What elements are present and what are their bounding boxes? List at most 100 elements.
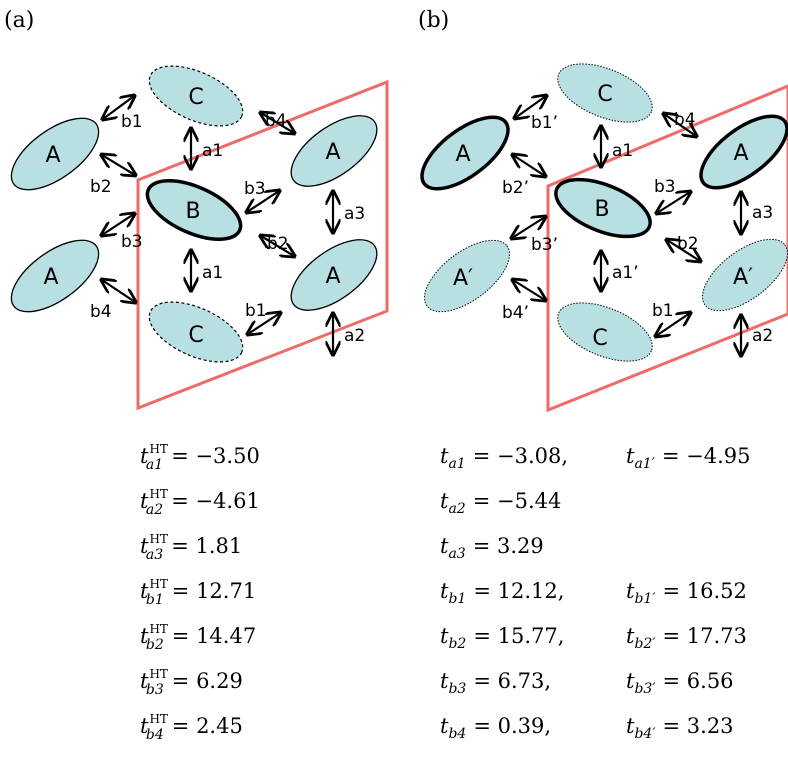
eq-value: = 12.12, (473, 579, 564, 603)
molecule-label: A (325, 140, 340, 165)
bond-label: a1 (612, 141, 633, 161)
equation-row: ta2 = −5.44 (440, 489, 561, 517)
eq-value: = −4.61 (171, 489, 260, 513)
eq-sup: HT (149, 487, 167, 501)
molecule-A-upper-right: A (290, 115, 378, 187)
molecule-C-top: C (557, 63, 653, 123)
equation-row: tHT b2 = 14.47 (140, 622, 256, 653)
equation-row: tb1 = 12.12, tb1′ = 16.52 (440, 579, 747, 607)
bond-label: b2 (90, 177, 112, 197)
eq-sub: a2 (146, 502, 163, 518)
molecule-label: A′ (453, 266, 473, 291)
molecule-label: C (188, 85, 203, 110)
svg-text:ta1= −3.08,: ta1 = −3.08, (440, 444, 568, 472)
bond-label: b4 (90, 302, 112, 322)
bond-label: b2 (267, 234, 289, 254)
equation-row: tb3 = 6.73, tb3′ = 6.56 (440, 669, 734, 697)
bond-arrows-a (102, 96, 333, 354)
molecule-B: B (145, 179, 243, 241)
svg-text:tb3= 6.73,: tb3 = 6.73, (440, 669, 551, 697)
bond-label: a2 (344, 326, 365, 346)
molecule-label: C (592, 326, 607, 351)
panel-b-label: (b) (418, 8, 449, 33)
eq-sub: b2 (146, 637, 164, 653)
eq-sup: HT (149, 577, 167, 591)
eq-sup: HT (149, 667, 167, 681)
eq-sub: b1 (146, 592, 164, 608)
eq-value: = 3.29 (473, 534, 544, 558)
equation-row: ta3 = 3.29 (440, 534, 544, 562)
eq-sup: HT (149, 532, 167, 546)
eq-value: = −5.44 (473, 489, 562, 513)
bond-label: a3 (752, 203, 773, 223)
molecule-A-upper-right: A (699, 114, 788, 190)
equation-row: tHT a3 = 1.81 (140, 532, 242, 563)
svg-text:ta2= −5.44: ta2 = −5.44 (440, 489, 561, 517)
eq-sub: a1 (448, 456, 465, 472)
bond-label: b1 (652, 301, 674, 321)
svg-text:tb3′= 6.56: tb3′ = 6.56 (626, 669, 734, 697)
eq-sub: b2′ (634, 636, 656, 652)
eq-sub: a3 (146, 547, 163, 563)
bond-label: a1’ (612, 263, 639, 283)
eq-value: = 17.73 (663, 624, 747, 648)
bond-label: b3 (121, 232, 143, 252)
equations-a: tHT a1 = −3.50 tHT a2 = −4.61 tHT a3 = 1.81 tH… (140, 442, 260, 743)
eq-sub: a1 (146, 457, 163, 473)
bond-label: b4 (674, 110, 696, 130)
equation-row: tHT b4 = 2.45 (140, 712, 243, 743)
svg-text:tb1= 12.12,: tb1 = 12.12, (440, 579, 564, 607)
molecule-label: A (733, 141, 748, 166)
panel-b: (b) C A A B A′ A′ C (418, 8, 788, 413)
eq-value: = 1.81 (171, 534, 242, 558)
panel-a-label: (a) (4, 8, 34, 33)
molecule-A-upper-left: A (10, 117, 100, 191)
eq-value: = 6.73, (473, 669, 551, 693)
eq-sub: b4 (146, 727, 164, 743)
svg-text:tb1′= 16.52: tb1′ = 16.52 (626, 579, 747, 607)
molecule-C-top: C (148, 65, 244, 127)
molecule-A-prime-right: A′ (702, 238, 788, 312)
molecule-label: A (45, 143, 60, 168)
equation-row: tHT a2 = −4.61 (140, 487, 260, 518)
eq-sub: b4′ (634, 726, 656, 742)
eq-value: = 6.29 (172, 669, 243, 693)
eq-value: = 6.56 (663, 669, 734, 693)
bond-label: a3 (344, 204, 365, 224)
bond-label: b3 (654, 177, 676, 197)
molecule-label: A (43, 265, 58, 290)
molecule-A-upper-left: A (420, 115, 510, 191)
molecule-label: B (594, 197, 609, 222)
eq-sup: HT (149, 442, 167, 456)
molecule-B: B (554, 177, 652, 239)
eq-sub: a3 (448, 546, 465, 562)
eq-value: = 12.71 (172, 579, 256, 603)
bond-label: b4’ (502, 303, 529, 323)
molecule-C-bottom: C (557, 302, 653, 362)
bond-label: b1 (245, 301, 267, 321)
bond-label: b1 (121, 112, 143, 132)
bond-arrows-b (512, 96, 741, 355)
eq-value: = 3.23 (663, 714, 734, 738)
svg-text:tb2′= 17.73: tb2′ = 17.73 (626, 624, 747, 652)
equation-row: tb2 = 15.77, tb2′ = 17.73 (440, 624, 747, 652)
molecule-C-bottom: C (148, 301, 244, 363)
bond-label: b3 (244, 179, 266, 199)
eq-value: = 2.45 (172, 714, 243, 738)
bond-label: a1 (202, 263, 223, 283)
eq-value: = −3.50 (171, 444, 260, 468)
molecule-label: A (455, 142, 470, 167)
eq-sub: b4 (448, 726, 466, 742)
unit-cell-a (136, 79, 389, 411)
eq-sup: HT (149, 712, 167, 726)
eq-value: = 0.39, (473, 714, 551, 738)
bond-label: b2 (677, 234, 699, 254)
unit-cell-b (546, 84, 788, 413)
eq-value: = −4.95 (662, 444, 751, 468)
molecule-A-prime-left: A′ (424, 239, 510, 313)
